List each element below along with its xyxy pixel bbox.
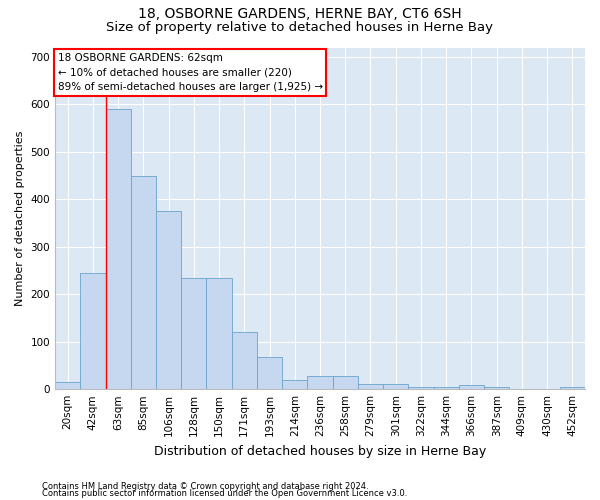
Text: 18, OSBORNE GARDENS, HERNE BAY, CT6 6SH: 18, OSBORNE GARDENS, HERNE BAY, CT6 6SH — [138, 8, 462, 22]
Y-axis label: Number of detached properties: Number of detached properties — [15, 130, 25, 306]
Bar — [80, 273, 106, 389]
Bar — [181, 278, 206, 389]
Bar — [332, 376, 358, 389]
Bar — [358, 384, 383, 389]
Text: Size of property relative to detached houses in Herne Bay: Size of property relative to detached ho… — [107, 21, 493, 34]
Bar — [131, 176, 156, 389]
Bar — [383, 384, 409, 389]
Bar — [206, 278, 232, 389]
Bar — [409, 387, 434, 389]
Bar — [55, 382, 80, 389]
Text: 18 OSBORNE GARDENS: 62sqm
← 10% of detached houses are smaller (220)
89% of semi: 18 OSBORNE GARDENS: 62sqm ← 10% of detac… — [58, 52, 323, 92]
Bar — [434, 387, 459, 389]
Bar — [484, 387, 509, 389]
Bar — [257, 357, 282, 389]
Bar — [232, 332, 257, 389]
X-axis label: Distribution of detached houses by size in Herne Bay: Distribution of detached houses by size … — [154, 444, 486, 458]
Bar — [156, 211, 181, 389]
Bar — [459, 386, 484, 389]
Bar — [560, 387, 585, 389]
Bar — [307, 376, 332, 389]
Bar — [282, 380, 307, 389]
Bar — [106, 109, 131, 389]
Text: Contains HM Land Registry data © Crown copyright and database right 2024.: Contains HM Land Registry data © Crown c… — [42, 482, 368, 491]
Text: Contains public sector information licensed under the Open Government Licence v3: Contains public sector information licen… — [42, 488, 407, 498]
